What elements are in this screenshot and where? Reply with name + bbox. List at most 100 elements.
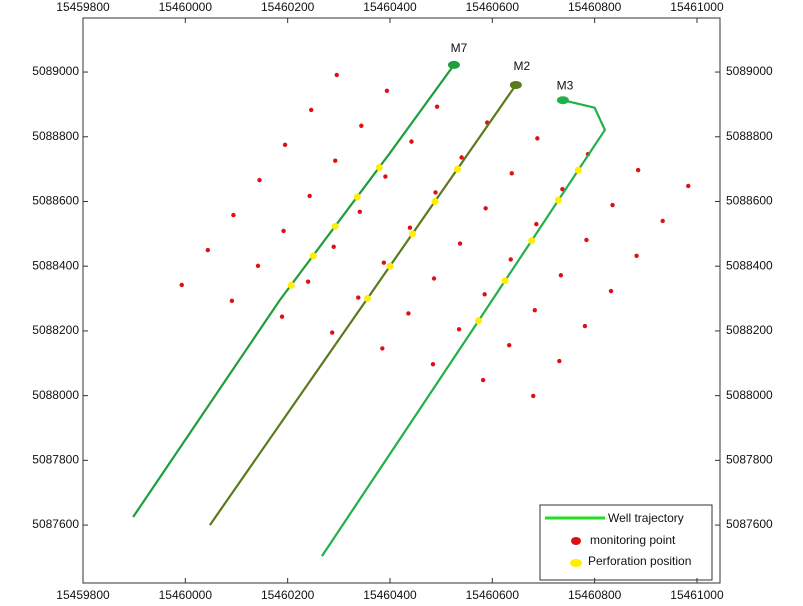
y-tick-label: 5089000 (726, 64, 773, 78)
x-tick-label: 15459800 (56, 0, 110, 14)
monitoring-point (456, 327, 462, 332)
well-label: M3 (557, 78, 574, 92)
well-head (509, 80, 522, 89)
perforation-position (309, 252, 317, 260)
y-tick-label: 5088000 (726, 388, 773, 402)
monitoring-point (205, 247, 211, 253)
monitoring-point (383, 174, 388, 179)
monitoring-point (534, 221, 539, 227)
monitoring-point (508, 257, 513, 262)
legend-label: monitoring point (590, 533, 676, 547)
monitoring-point (359, 123, 364, 128)
monitoring-point (531, 393, 536, 399)
y-tick-label: 5087800 (726, 453, 773, 467)
monitoring-point (409, 139, 414, 144)
y-tick-label: 5089000 (32, 64, 79, 78)
x-tick-label: 15460800 (568, 0, 622, 14)
monitoring-point (634, 253, 639, 259)
monitoring-point (660, 218, 665, 224)
perforation-position (475, 317, 483, 325)
monitoring-point (482, 292, 487, 297)
x-tick-label: 15460200 (261, 0, 315, 14)
monitoring-point (356, 295, 361, 300)
x-tick-label: 15460400 (363, 588, 417, 602)
monitoring-point (430, 362, 436, 367)
monitoring-point (307, 193, 312, 199)
monitoring-point (308, 107, 314, 113)
monitoring-point (509, 171, 514, 176)
monitoring-point (431, 276, 437, 281)
monitoring-point (584, 237, 589, 243)
well-trajectory (208, 84, 517, 526)
monitoring-point (380, 346, 385, 351)
y-tick-label: 5088800 (32, 129, 79, 143)
monitoring-point (507, 342, 512, 348)
y-tick-label: 5088600 (32, 194, 79, 208)
perforation-position (574, 166, 582, 174)
monitoring-point (686, 183, 691, 189)
x-tick-label: 15461000 (670, 0, 724, 14)
x-tick-label: 15461000 (670, 588, 724, 602)
x-tick-label: 15460600 (466, 588, 520, 602)
perforation-position (363, 295, 371, 303)
perforation-position (554, 196, 562, 204)
monitoring-point (333, 158, 338, 163)
monitoring-point (281, 228, 286, 234)
y-tick-label: 5087600 (726, 517, 773, 531)
well-head (556, 96, 569, 105)
monitoring-point (229, 298, 235, 304)
legend-dot (571, 537, 581, 545)
monitoring-point (459, 155, 464, 160)
y-tick-label: 5088200 (726, 323, 773, 337)
y-tick-label: 5088800 (726, 129, 773, 143)
monitoring-point (434, 104, 440, 109)
perforation-position (331, 222, 339, 230)
y-tick-label: 5088200 (32, 323, 79, 337)
monitoring-point (483, 206, 488, 211)
monitoring-point (582, 323, 588, 329)
monitoring-point (329, 330, 335, 335)
legend-label: Well trajectory (608, 511, 684, 525)
perforation-position (386, 262, 394, 270)
monitoring-point (331, 244, 336, 249)
monitoring-point (535, 136, 540, 141)
monitoring-point (480, 377, 486, 383)
plot-frame (82, 17, 721, 584)
y-tick-label: 5088400 (32, 258, 79, 272)
perforation-position (375, 164, 383, 172)
monitoring-point (257, 177, 262, 183)
y-tick-label: 5087600 (32, 517, 79, 531)
well-trajectory (321, 99, 607, 557)
monitoring-point (406, 311, 411, 316)
monitoring-point (635, 167, 641, 173)
monitoring-point (560, 186, 565, 192)
monitoring-point (381, 260, 387, 265)
legend-dot (570, 559, 582, 567)
monitoring-point (255, 263, 261, 269)
y-tick-label: 5088400 (726, 258, 773, 272)
monitoring-point (231, 212, 236, 218)
monitoring-point (610, 202, 615, 208)
monitoring-point (279, 314, 285, 319)
well-head (447, 60, 460, 69)
monitoring-point (433, 190, 438, 195)
perforation-position (454, 165, 462, 173)
x-tick-label: 15460000 (159, 0, 213, 14)
monitoring-point (305, 279, 311, 284)
well-label: M2 (514, 59, 531, 73)
x-tick-label: 15460000 (159, 588, 213, 602)
monitoring-point (557, 358, 562, 364)
monitoring-point (558, 273, 564, 278)
monitoring-point (179, 282, 184, 288)
monitoring-point (457, 241, 463, 246)
perforation-position (287, 281, 295, 289)
y-tick-label: 5088000 (32, 388, 79, 402)
x-tick-label: 15460800 (568, 588, 622, 602)
y-tick-label: 5087800 (32, 453, 79, 467)
monitoring-point (282, 142, 288, 148)
monitoring-point (532, 308, 537, 313)
perforation-position (431, 197, 439, 205)
monitoring-point (384, 88, 390, 94)
monitoring-point (334, 72, 339, 78)
